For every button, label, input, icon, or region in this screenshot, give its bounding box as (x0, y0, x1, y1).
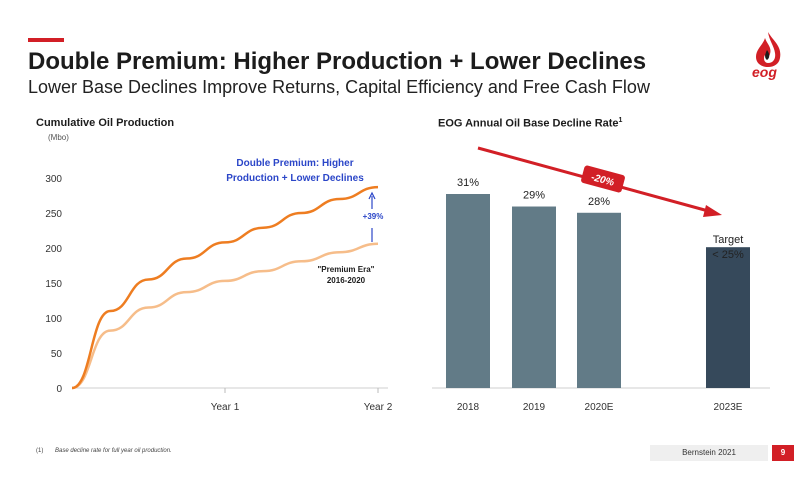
y-tick-label: 50 (51, 349, 63, 360)
series-label-double-premium-line1: Double Premium: Higher (236, 158, 353, 169)
series-label-premium-era-line1: "Premium Era" (318, 265, 375, 274)
line-chart-title: Cumulative Oil Production (36, 117, 175, 129)
trend-arrow-head (703, 205, 722, 217)
increase-annotation: +39% (363, 212, 384, 221)
eog-logo-text: eog (752, 64, 777, 80)
y-tick-label: 0 (56, 384, 62, 395)
y-tick-label: 200 (45, 244, 62, 255)
bar-chart-title-footnote-marker: 1 (618, 117, 623, 124)
bar-category-label: 2020E (585, 402, 614, 413)
bar-chart-title-text: EOG Annual Oil Base Decline Rate (438, 117, 619, 130)
y-tick-label: 250 (45, 209, 62, 220)
bar-category-label: 2023E (714, 402, 743, 413)
bar-value-label: 31% (457, 177, 479, 189)
page-number: 9 (772, 445, 794, 461)
bar-value-label: 28% (588, 196, 610, 208)
title-accent-bar (28, 38, 64, 42)
x-tick-label: Year 2 (364, 402, 393, 413)
footnote: (1) Base decline rate for full year oil … (36, 448, 172, 454)
bar-2018 (446, 194, 490, 388)
bar-2020E (577, 212, 621, 388)
bar-category-label: 2018 (457, 402, 480, 413)
bar-target-value-label: < 25% (712, 249, 744, 261)
x-tick-label: Year 1 (211, 402, 240, 413)
series-line-premium-era (71, 242, 379, 390)
page-subtitle: Lower Base Declines Improve Returns, Cap… (28, 77, 650, 97)
source-label: Bernstein 2021 (650, 445, 768, 461)
footnote-number: (1) (36, 448, 44, 454)
bar-2023E (706, 247, 750, 388)
series-label-premium-era-line2: 2016-2020 (327, 276, 366, 285)
bar-2019 (512, 206, 556, 388)
increase-arrow-head (368, 191, 376, 200)
bar-category-label: 2019 (523, 402, 546, 413)
series-line-double-premium (71, 185, 379, 390)
bar-target-label: Target (713, 234, 744, 246)
y-tick-label: 300 (45, 174, 62, 185)
line-chart-unit: (Mbo) (48, 133, 69, 142)
bar-value-label: 29% (523, 190, 545, 202)
series-label-double-premium-line2: Production + Lower Declines (226, 173, 364, 184)
footnote-text: Base decline rate for full year oil prod… (55, 448, 172, 454)
y-tick-label: 100 (45, 314, 62, 325)
bar-chart-title: EOG Annual Oil Base Decline Rate1 (438, 117, 622, 130)
y-tick-label: 150 (45, 279, 62, 290)
trend-badge (581, 165, 625, 193)
eog-flame-logo (756, 32, 781, 67)
page-title: Double Premium: Higher Production + Lowe… (28, 48, 647, 75)
